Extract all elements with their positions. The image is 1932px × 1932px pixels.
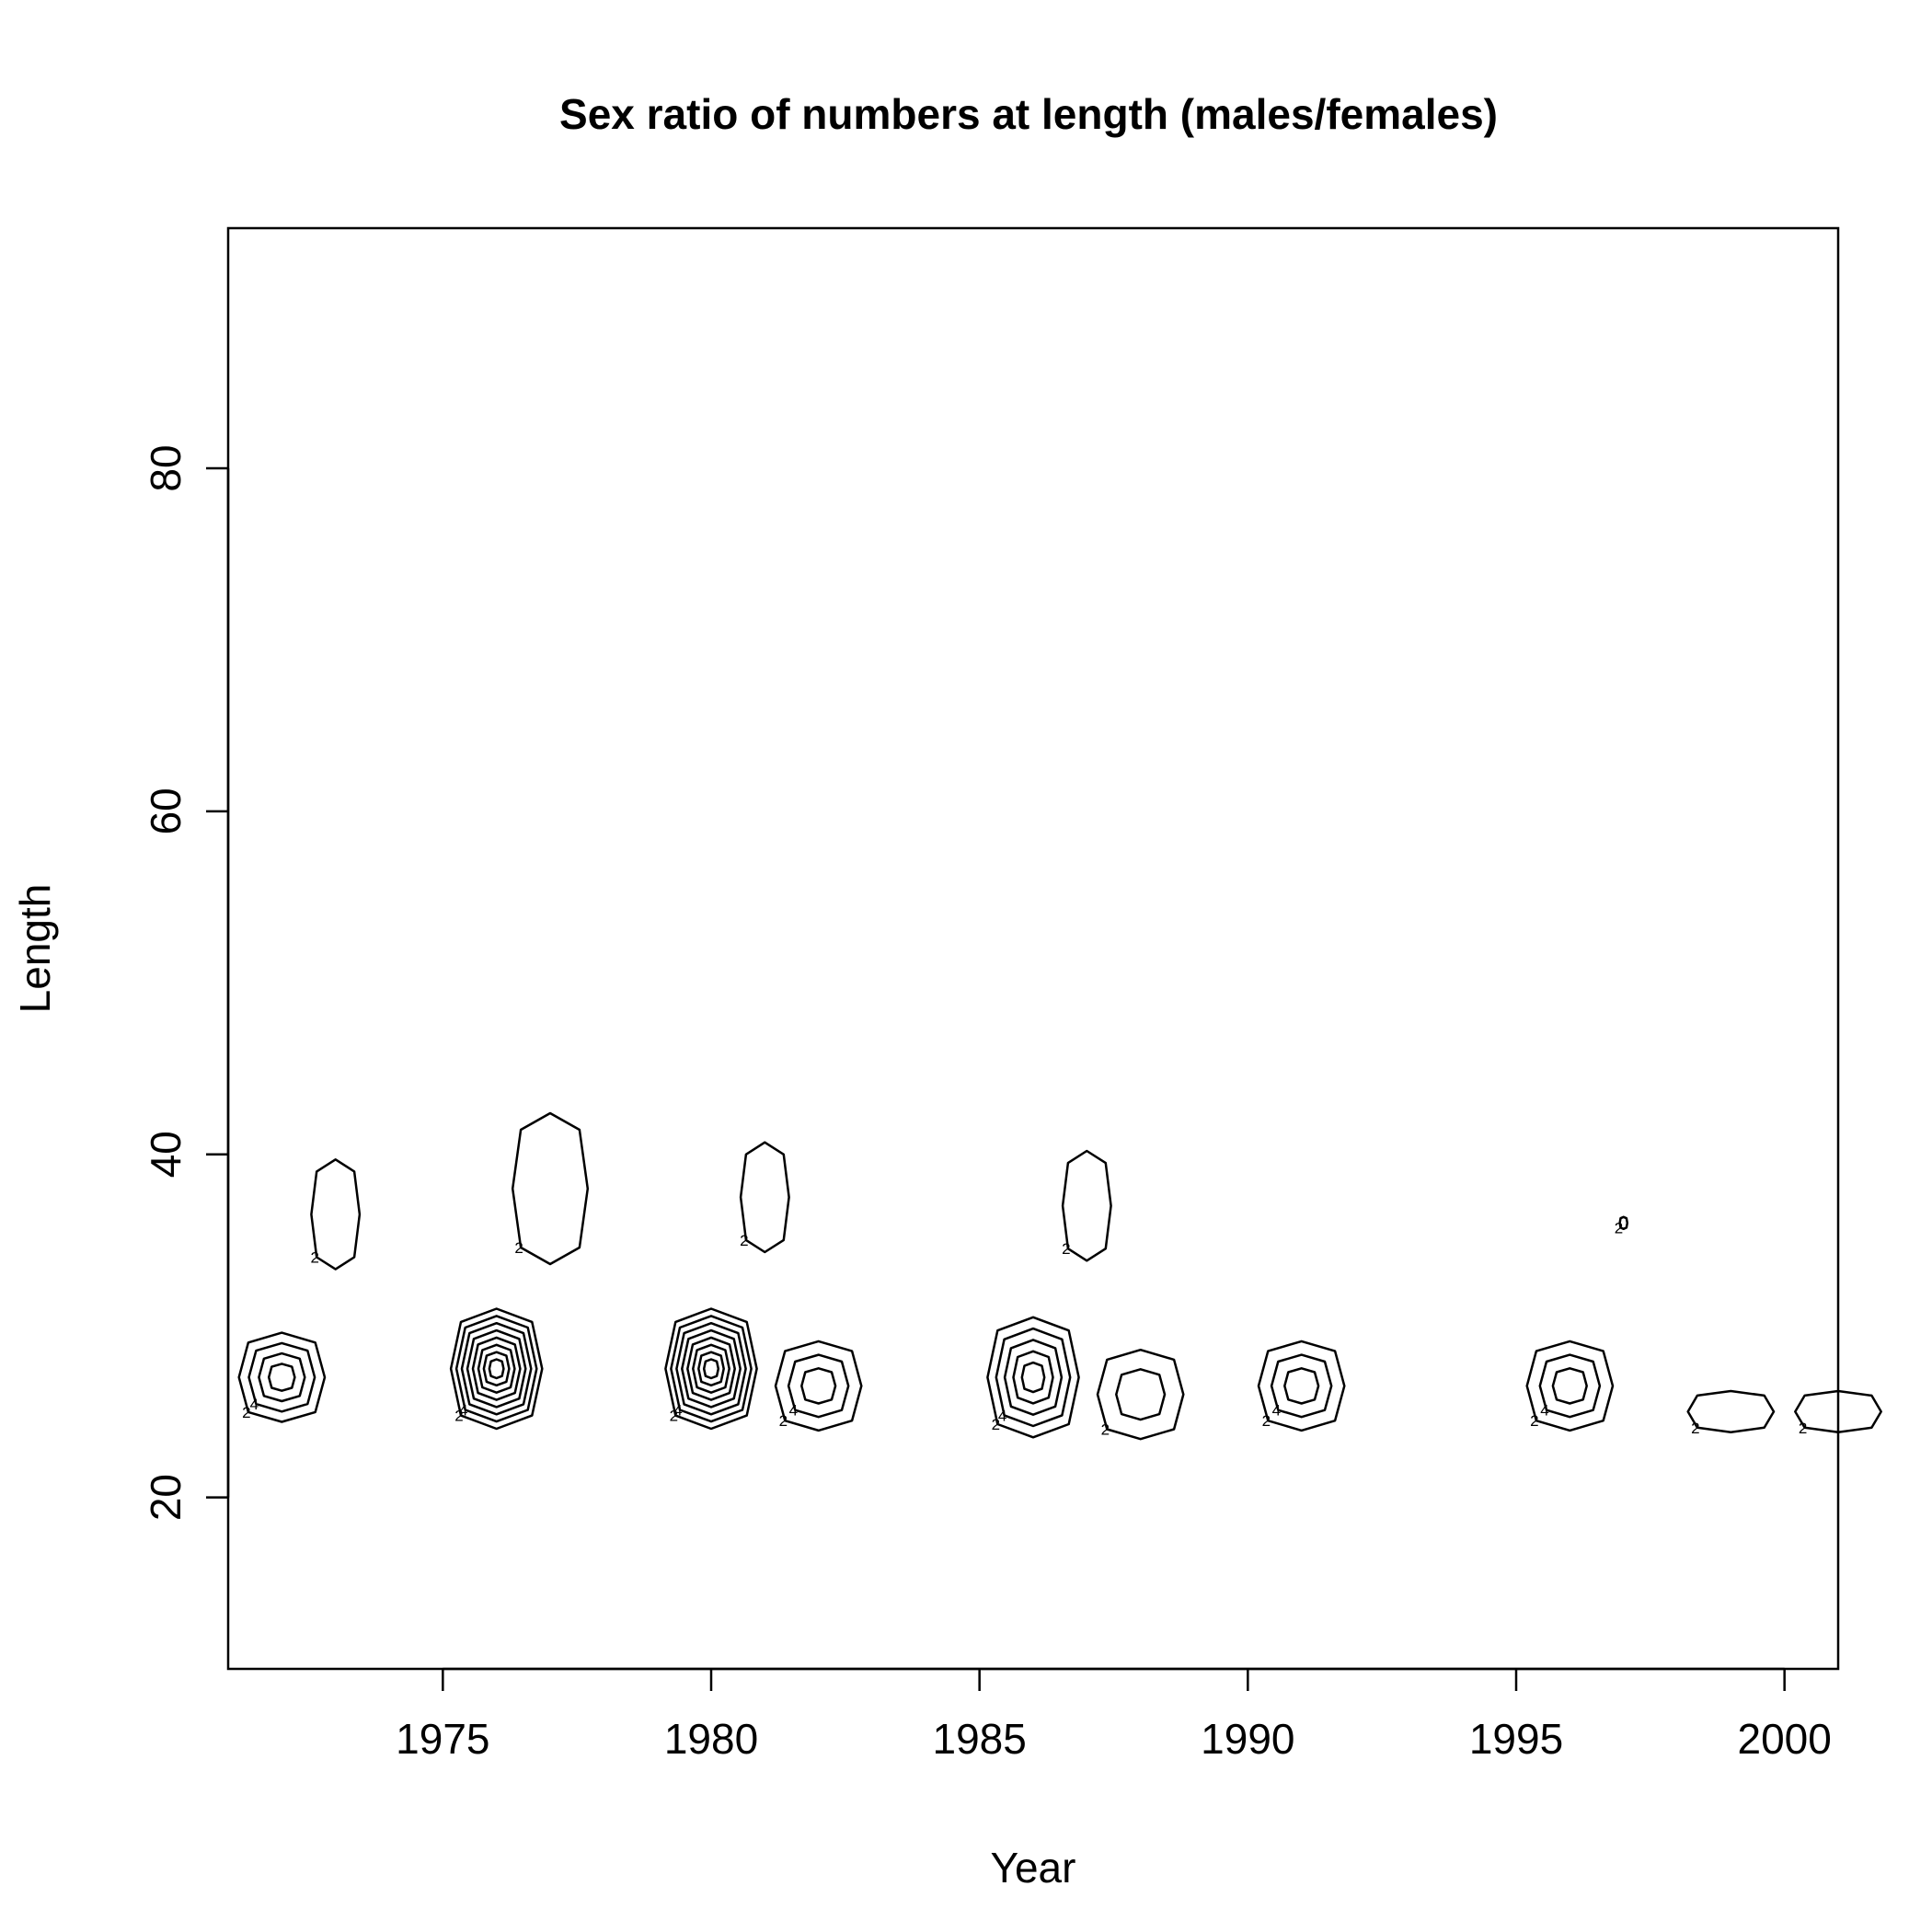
contour-line [1096, 1348, 1185, 1441]
contour-level-label: 4 [998, 1407, 1006, 1424]
contour-level-label: 2 [310, 1249, 318, 1267]
contour-line [1794, 1389, 1882, 1433]
contour-level-label: 2 [454, 1408, 463, 1425]
x-tick-label: 1985 [932, 1715, 1026, 1763]
contour-line [697, 1351, 725, 1387]
contour-level-label: 2 [1530, 1412, 1538, 1430]
contour-line [774, 1340, 863, 1432]
contour-line [702, 1358, 720, 1380]
contour-line [1686, 1389, 1776, 1433]
y-tick-label: 80 [142, 444, 190, 491]
contour-line [466, 1328, 527, 1409]
contour-line [310, 1158, 362, 1271]
contour-line [787, 1353, 850, 1419]
contour-level-label: 4 [1272, 1402, 1281, 1420]
contour-level-label: 2 [1615, 1219, 1623, 1236]
contour-line [1270, 1353, 1333, 1419]
y-axis-label: Length [11, 884, 59, 1014]
contour-level-label: 2 [1062, 1240, 1070, 1258]
x-axis: 1975 1980 1985 1990 1995 2000 [396, 1667, 1832, 1763]
plot-frame [226, 226, 1840, 1671]
contour-line [471, 1336, 522, 1401]
contour-line [800, 1367, 837, 1405]
contour-line [1551, 1367, 1588, 1405]
y-tick-label: 40 [142, 1131, 190, 1178]
contour-line [692, 1343, 730, 1394]
contour-line [739, 1141, 790, 1254]
contour-line [237, 1331, 327, 1423]
contour-line [1525, 1340, 1615, 1432]
contour-line [449, 1307, 544, 1431]
contour-level-label: 4 [1540, 1402, 1548, 1420]
contour-line [258, 1351, 306, 1403]
contour-line [1618, 1215, 1629, 1231]
contour-line [488, 1358, 505, 1380]
contour-level-label: 2 [1799, 1420, 1807, 1437]
contour-line [460, 1321, 533, 1416]
contour-level-label: 2 [779, 1412, 788, 1430]
x-tick-label: 1995 [1469, 1715, 1563, 1763]
contour-level-label: 2 [1691, 1420, 1699, 1437]
chart-title: Sex ratio of numbers at length (males/fe… [559, 90, 1498, 138]
contour-level-label: 2 [992, 1416, 1000, 1433]
contour-line [477, 1343, 516, 1394]
x-tick-label: 1980 [664, 1715, 758, 1763]
y-axis: 20 40 60 80 [142, 444, 230, 1521]
x-tick-label: 2000 [1737, 1715, 1831, 1763]
contour-line [686, 1336, 736, 1401]
contour-line [511, 1111, 590, 1266]
contour-line [1012, 1350, 1054, 1405]
contour-line [482, 1351, 511, 1387]
contour-level-label: 4 [459, 1402, 467, 1420]
contour-level-label: 2 [740, 1232, 748, 1249]
contour-level-label: 4 [789, 1402, 798, 1420]
contour-line [995, 1327, 1072, 1428]
contour-line [1003, 1339, 1064, 1416]
contour-level-label: 2 [1101, 1421, 1110, 1439]
contour-line [986, 1316, 1080, 1439]
contour-level-label: 2 [242, 1404, 250, 1421]
contour-line [664, 1307, 758, 1431]
contour-line [1061, 1149, 1112, 1262]
contour-line [1538, 1353, 1602, 1419]
x-axis-label: Year [991, 1844, 1076, 1892]
contour-level-label: 4 [673, 1402, 682, 1420]
contour-line [670, 1315, 753, 1423]
contour-level-label: 4 [250, 1396, 259, 1413]
x-tick-label: 1975 [396, 1715, 489, 1763]
contour-line [247, 1341, 316, 1413]
contour-level-label: 2 [1262, 1412, 1271, 1430]
y-tick-label: 20 [142, 1474, 190, 1521]
contour-line [681, 1328, 742, 1409]
contour-line [1257, 1340, 1346, 1432]
contour-level-label: 2 [514, 1239, 523, 1257]
y-tick-label: 60 [142, 788, 190, 834]
contour-line [675, 1321, 747, 1416]
contour-level-label: 2 [670, 1408, 678, 1425]
contour-line [1115, 1368, 1167, 1421]
contour-line [454, 1315, 538, 1423]
x-tick-label: 1990 [1201, 1715, 1294, 1763]
contour-line [1020, 1361, 1046, 1394]
contour-line [1283, 1367, 1320, 1405]
contour-line [267, 1363, 296, 1392]
